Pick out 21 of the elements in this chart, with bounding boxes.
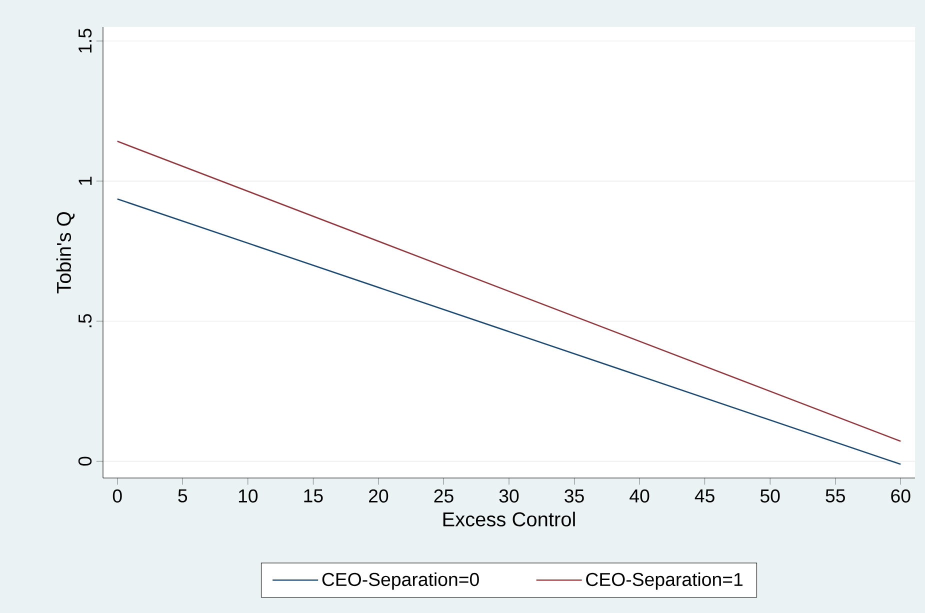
legend-label: CEO-Separation=1 xyxy=(586,572,742,590)
x-tick-label: 20 xyxy=(369,489,388,503)
x-tick-label: 60 xyxy=(891,489,910,503)
x-tick-label: 25 xyxy=(434,489,454,503)
x-tick-label: 30 xyxy=(499,489,519,503)
x-tick-label: 35 xyxy=(564,489,584,503)
x-tick-label: 45 xyxy=(694,489,714,502)
x-axis-title: Excess Control xyxy=(443,512,575,526)
x-tick-label: 0 xyxy=(112,489,122,503)
y-tick-label: .5 xyxy=(78,314,92,328)
y-tick-label: 1 xyxy=(78,176,92,185)
x-tick-label: 40 xyxy=(630,489,650,503)
x-tick-label: 10 xyxy=(238,489,258,503)
x-tick-label: 5 xyxy=(178,489,188,502)
y-tick-label: 1.5 xyxy=(78,28,92,53)
x-tick-label: 50 xyxy=(760,489,780,503)
y-tick-label: 0 xyxy=(78,456,92,466)
x-tick-label: 15 xyxy=(304,489,323,502)
x-tick-label: 55 xyxy=(826,489,845,502)
legend-label: CEO-Separation=0 xyxy=(322,572,479,590)
y-axis-title: Tobin's Q xyxy=(56,212,75,294)
